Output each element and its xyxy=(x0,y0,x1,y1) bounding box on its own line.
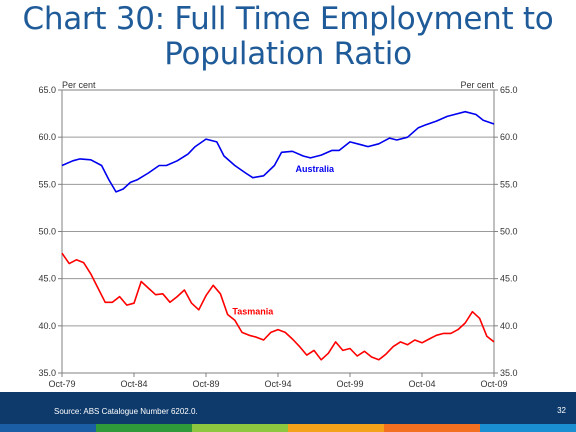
series-label-tasmania: Tasmania xyxy=(232,307,274,317)
x-tick-label: Oct-79 xyxy=(48,379,75,389)
series-labels: Australia Tasmania xyxy=(232,164,335,316)
y-tick-label-right: 55.0 xyxy=(500,179,518,189)
slide-title-line-2: Population Ratio xyxy=(164,36,412,72)
y-tick-label-left: 60.0 xyxy=(38,132,56,142)
y-tick-label-left: 65.0 xyxy=(38,85,56,95)
footer-stripe xyxy=(96,424,192,432)
right-axis-unit: Per cent xyxy=(460,80,494,90)
y-tick-label-right: 50.0 xyxy=(500,227,518,237)
footer-stripe xyxy=(384,424,480,432)
x-tick-label: Oct-09 xyxy=(480,379,507,389)
slide-title-line-1: Chart 30: Full Time Employment to xyxy=(22,1,554,37)
x-tick-label: Oct-84 xyxy=(120,379,147,389)
footer-stripe xyxy=(480,424,576,432)
x-tick-label: Oct-04 xyxy=(408,379,435,389)
y-tick-label-left: 35.0 xyxy=(38,368,56,378)
footer-stripe xyxy=(0,424,96,432)
source-note: Source: ABS Catalogue Number 6202.0. xyxy=(54,407,198,416)
left-axis-unit: Per cent xyxy=(62,80,96,90)
y-tick-label-left: 50.0 xyxy=(38,227,56,237)
footer-stripe xyxy=(192,424,288,432)
gridlines xyxy=(62,136,494,327)
series-lines xyxy=(61,110,495,361)
y-tick-label-right: 40.0 xyxy=(500,321,518,331)
page-number: 32 xyxy=(557,406,566,415)
series-label-australia: Australia xyxy=(295,164,335,174)
footer-bar: Source: ABS Catalogue Number 6202.0. 32 xyxy=(0,392,576,424)
y-tick-label-left: 55.0 xyxy=(38,179,56,189)
x-tick-label: Oct-94 xyxy=(264,379,291,389)
y-tick-label-right: 60.0 xyxy=(500,132,518,142)
line-chart: 35.0 35.0 40.0 40.0 45.0 45.0 50.0 50.0 55.0 55.0… xyxy=(38,80,517,389)
y-tick-label-right: 35.0 xyxy=(500,368,518,378)
x-tick-label: Oct-99 xyxy=(336,379,363,389)
y-tick-label-left: 40.0 xyxy=(38,321,56,331)
series-line-australia xyxy=(61,110,495,193)
slide-title: Chart 30: Full Time Employment to Popula… xyxy=(0,2,576,72)
axes: 35.0 35.0 40.0 40.0 45.0 45.0 50.0 50.0 55.0 55.0… xyxy=(38,80,517,389)
y-tick-label-right: 65.0 xyxy=(500,85,518,95)
y-tick-label-left: 45.0 xyxy=(38,274,56,284)
y-tick-label-right: 45.0 xyxy=(500,274,518,284)
series-line-tasmania xyxy=(61,252,495,361)
footer-stripe xyxy=(288,424,384,432)
x-tick-label: Oct-89 xyxy=(192,379,219,389)
